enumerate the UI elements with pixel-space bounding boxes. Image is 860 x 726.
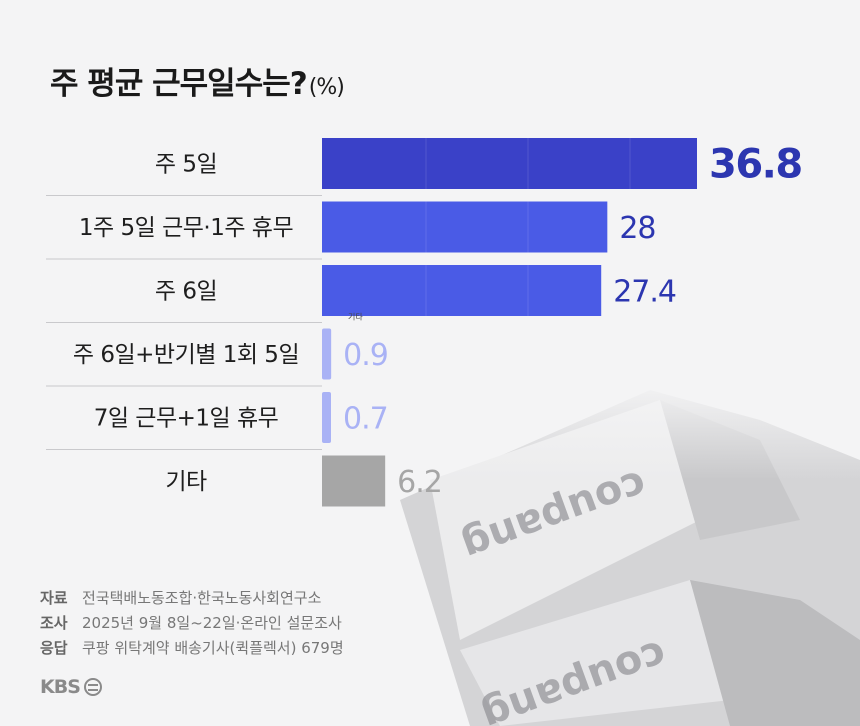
category-label: 7일 근무+1일 휴무 [94, 406, 279, 432]
kbs-logo: KBS [40, 676, 102, 698]
bar [322, 265, 602, 316]
bar [322, 138, 697, 189]
value-label: 0.7 [343, 402, 388, 437]
category-label: 주 6일 [155, 279, 217, 305]
source-line-1: 자료 전국택배노동조합·한국노동사회연구소 [40, 586, 344, 611]
source-text-1: 전국택배노동조합·한국노동사회연구소 [82, 589, 322, 607]
value-label: 0.9 [343, 338, 388, 373]
source-text-3: 쿠팡 위탁계약 배송기사(퀵플렉서) 679명 [82, 639, 344, 657]
bar [322, 455, 386, 507]
source-notes: 자료 전국택배노동조합·한국노동사회연구소 조사 2025년 9월 8일~22일·온… [40, 586, 344, 661]
title-unit: (%) [308, 75, 345, 100]
value-label: 28 [619, 211, 655, 246]
bar [322, 392, 331, 443]
source-line-2: 조사 2025년 9월 8일~22일·온라인 설문조사 [40, 611, 344, 636]
category-label: 주 6일+반기별 1회 5일 [73, 342, 299, 368]
source-key-3: 응답 [40, 639, 68, 657]
category-label: 1주 5일 근무·1주 휴무 [79, 215, 293, 241]
bar [322, 328, 332, 380]
value-label: 27.4 [613, 275, 676, 310]
source-line-3: 응답 쿠팡 위탁계약 배송기사(퀵플렉서) 679명 [40, 636, 344, 661]
chart-title: 주 평균 근무일수는?(%) [50, 66, 345, 102]
source-key-2: 조사 [40, 614, 68, 632]
source-text-2: 2025년 9월 8일~22일·온라인 설문조사 [82, 614, 342, 632]
category-label: 주 5일 [155, 152, 217, 178]
source-key-1: 자료 [40, 589, 68, 607]
value-label: 36.8 [709, 142, 802, 188]
bar [322, 201, 608, 253]
logo-text: KBS [40, 676, 81, 698]
value-label: 6.2 [397, 465, 442, 500]
category-label: 기타 [165, 469, 207, 495]
annotation-label: 기타 [348, 313, 363, 322]
kbs-circle-icon [83, 678, 102, 696]
